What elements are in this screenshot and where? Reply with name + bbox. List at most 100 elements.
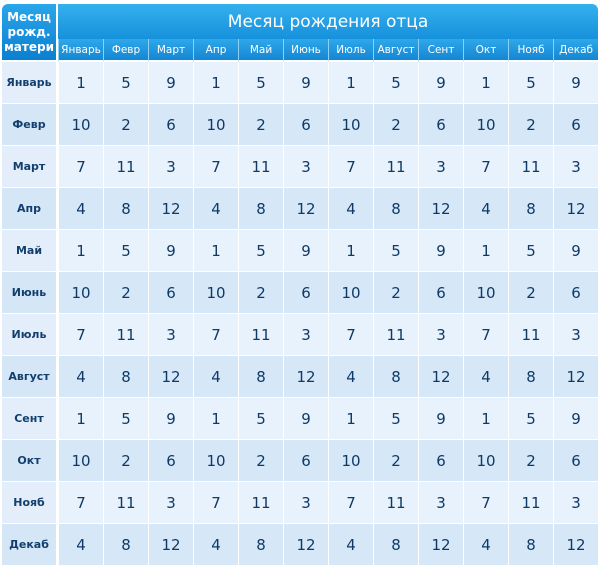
table-cell: 5: [103, 62, 148, 104]
table-cell: 2: [373, 272, 418, 314]
table-cell: 4: [328, 356, 373, 398]
table-cell: 4: [193, 524, 238, 566]
table-cell: 9: [553, 62, 599, 104]
table-row: Окт 10 2 6 10 2 6 10 2 6 10 2 6: [2, 440, 599, 482]
table-cell: 6: [283, 104, 328, 146]
table-row: Январь 1 5 9 1 5 9 1 5 9 1 5 9: [2, 62, 599, 104]
table-cell: 8: [238, 524, 283, 566]
table-row: Май 1 5 9 1 5 9 1 5 9 1 5 9: [2, 230, 599, 272]
table-cell: 4: [463, 188, 508, 230]
table-cell: 11: [103, 146, 148, 188]
column-header-february: Февр: [103, 39, 148, 62]
table-cell: 11: [103, 314, 148, 356]
row-header: Окт: [2, 440, 58, 482]
table-cell: 8: [373, 524, 418, 566]
table-cell: 3: [418, 314, 463, 356]
table-cell: 11: [373, 146, 418, 188]
column-header-march: Март: [148, 39, 193, 62]
table-cell: 6: [148, 440, 193, 482]
table-cell: 7: [463, 146, 508, 188]
table-cell: 10: [58, 440, 103, 482]
table-cell: 9: [283, 398, 328, 440]
column-header-october: Окт: [463, 39, 508, 62]
table-cell: 7: [193, 146, 238, 188]
table-cell: 12: [283, 188, 328, 230]
table-cell: 1: [328, 62, 373, 104]
table-body: Январь 1 5 9 1 5 9 1 5 9 1 5 9 Февр 10 2 6 10 2 6 10 2 6 10 2 6 Ма…: [2, 62, 599, 566]
table-cell: 8: [103, 356, 148, 398]
table-cell: 6: [418, 272, 463, 314]
table-cell: 3: [283, 482, 328, 524]
table-cell: 1: [193, 62, 238, 104]
column-header-december: Декаб: [553, 39, 599, 62]
table-cell: 5: [373, 230, 418, 272]
table-cell: 6: [148, 104, 193, 146]
table-cell: 5: [103, 230, 148, 272]
table-cell: 6: [283, 440, 328, 482]
table-cell: 11: [238, 314, 283, 356]
table-cell: 7: [328, 146, 373, 188]
table-cell: 8: [238, 356, 283, 398]
column-header-june: Июнь: [283, 39, 328, 62]
table-cell: 10: [193, 440, 238, 482]
table-cell: 9: [283, 230, 328, 272]
table-cell: 3: [553, 482, 599, 524]
table-cell: 7: [58, 146, 103, 188]
table-cell: 4: [463, 524, 508, 566]
table-cell: 6: [148, 272, 193, 314]
table-cell: 9: [418, 398, 463, 440]
table-cell: 10: [58, 104, 103, 146]
table-cell: 9: [553, 398, 599, 440]
table-cell: 12: [553, 188, 599, 230]
column-header-september: Сент: [418, 39, 463, 62]
table-cell: 10: [463, 440, 508, 482]
table-cell: 11: [103, 482, 148, 524]
table-cell: 11: [373, 314, 418, 356]
table-cell: 1: [58, 230, 103, 272]
table-cell: 1: [463, 62, 508, 104]
table-cell: 5: [508, 230, 553, 272]
column-header-january: Январь: [58, 39, 103, 62]
table-cell: 9: [148, 398, 193, 440]
row-header: Декаб: [2, 524, 58, 566]
table-cell: 12: [553, 356, 599, 398]
corner-header: Месяц рожд. матери: [2, 4, 58, 62]
column-header-july: Июль: [328, 39, 373, 62]
table-cell: 7: [463, 314, 508, 356]
table-cell: 2: [103, 272, 148, 314]
table-cell: 7: [328, 482, 373, 524]
table-cell: 8: [508, 524, 553, 566]
row-header: Январь: [2, 62, 58, 104]
table-cell: 4: [193, 188, 238, 230]
table-cell: 4: [328, 524, 373, 566]
table-cell: 3: [148, 482, 193, 524]
table-cell: 10: [328, 440, 373, 482]
table-cell: 7: [463, 482, 508, 524]
table-cell: 8: [238, 188, 283, 230]
row-header: Нояб: [2, 482, 58, 524]
row-header: Сент: [2, 398, 58, 440]
table-cell: 4: [58, 524, 103, 566]
column-header-april: Апр: [193, 39, 238, 62]
table-cell: 3: [148, 146, 193, 188]
table-cell: 2: [508, 272, 553, 314]
table-cell: 3: [283, 314, 328, 356]
table-cell: 3: [148, 314, 193, 356]
table-cell: 1: [463, 398, 508, 440]
table-cell: 2: [238, 272, 283, 314]
table-cell: 12: [553, 524, 599, 566]
table-cell: 4: [463, 356, 508, 398]
table-cell: 2: [103, 104, 148, 146]
table-cell: 4: [58, 188, 103, 230]
birth-month-table-container: Месяц рожд. матери Месяц рождения отца Я…: [2, 4, 599, 570]
table-cell: 11: [373, 482, 418, 524]
table-cell: 6: [418, 440, 463, 482]
table-cell: 5: [508, 62, 553, 104]
table-cell: 11: [508, 482, 553, 524]
table-row: Июль 7 11 3 7 11 3 7 11 3 7 11 3: [2, 314, 599, 356]
table-row: Июнь 10 2 6 10 2 6 10 2 6 10 2 6: [2, 272, 599, 314]
table-cell: 7: [193, 314, 238, 356]
column-header-row: Январь Февр Март Апр Май Июнь Июль Авгус…: [2, 39, 599, 62]
row-header: Май: [2, 230, 58, 272]
table-cell: 3: [418, 482, 463, 524]
